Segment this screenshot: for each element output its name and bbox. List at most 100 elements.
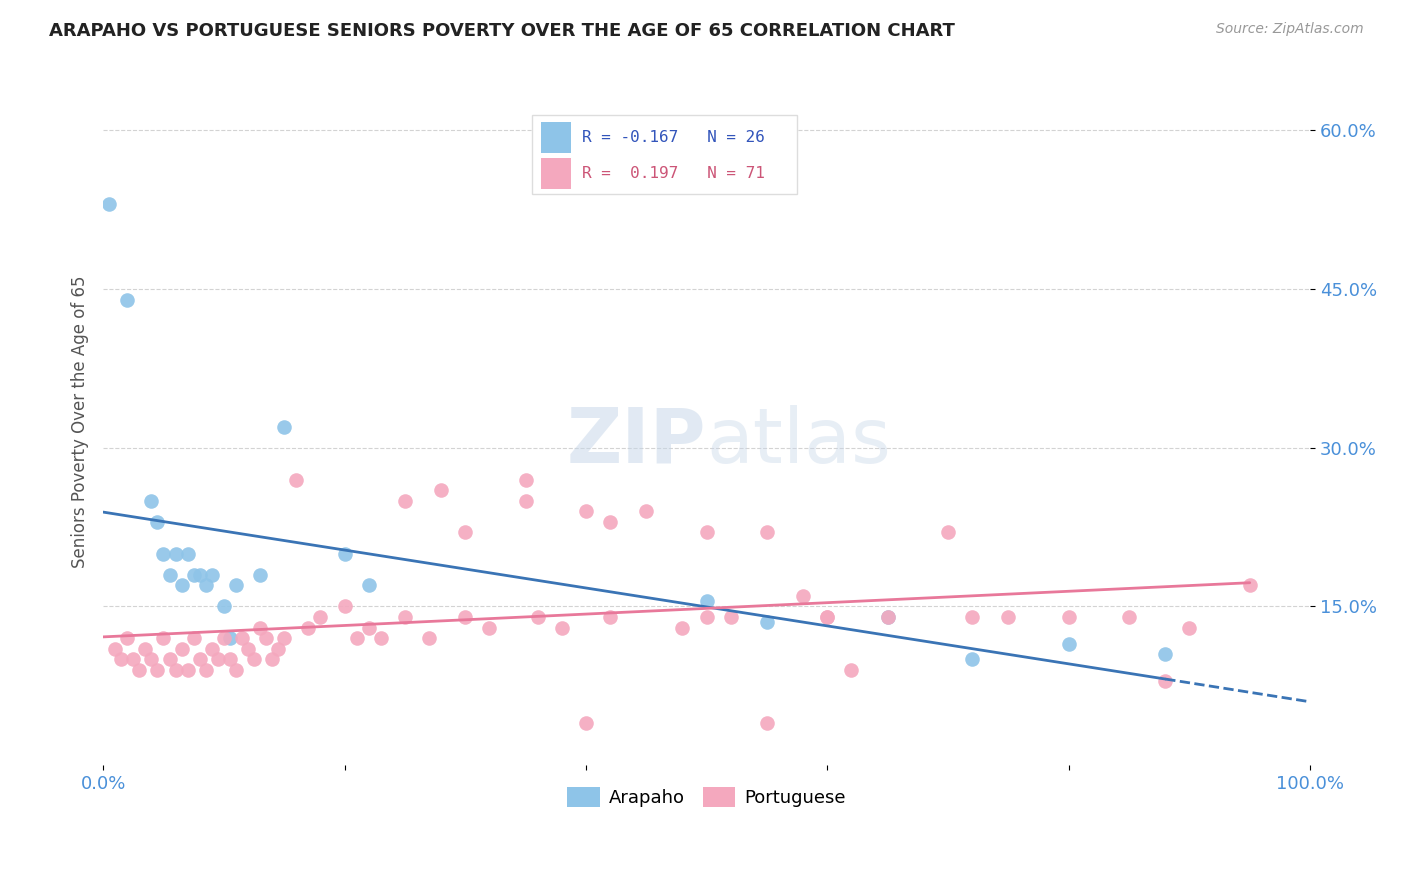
Point (454, 525, 477, 540)
Point (696, 594, 718, 608)
Point (159, 567, 181, 582)
Point (636, 504, 658, 518)
FancyBboxPatch shape (531, 115, 797, 194)
Text: Source: ZipAtlas.com: Source: ZipAtlas.com (1216, 22, 1364, 37)
Point (141, 652, 163, 666)
Point (212, 632, 235, 646)
Point (1057, 610, 1080, 624)
Point (141, 493, 163, 508)
Point (346, 632, 368, 646)
Point (696, 610, 718, 624)
Point (146, 663, 169, 677)
Point (170, 641, 193, 656)
Point (231, 632, 253, 646)
Text: ARAPAHO VS PORTUGUESE SENIORS POVERTY OVER THE AGE OF 65 CORRELATION CHART: ARAPAHO VS PORTUGUESE SENIORS POVERTY OV… (49, 22, 955, 40)
Point (454, 610, 477, 624)
Point (370, 632, 392, 646)
Point (98, 197, 121, 211)
Point (515, 473, 537, 487)
Point (755, 615, 778, 630)
Point (117, 632, 139, 646)
Point (262, 652, 284, 666)
Point (225, 663, 247, 677)
Point (225, 578, 247, 592)
Text: R = -0.167   N = 26: R = -0.167 N = 26 (582, 130, 765, 145)
Point (249, 621, 271, 635)
Point (876, 610, 898, 624)
Point (936, 525, 959, 540)
Point (176, 663, 198, 677)
Point (1239, 578, 1261, 592)
Point (201, 641, 224, 656)
Point (997, 610, 1019, 624)
Point (478, 621, 501, 635)
Point (165, 547, 187, 561)
Point (285, 473, 308, 487)
Point (815, 610, 838, 624)
Point (249, 567, 271, 582)
Point (960, 652, 983, 666)
Point (755, 525, 778, 540)
Point (243, 652, 266, 666)
Point (357, 578, 380, 592)
Point (671, 621, 693, 635)
Point (1178, 621, 1201, 635)
Point (841, 663, 863, 677)
Point (170, 578, 193, 592)
Legend: Arapaho, Portuguese: Arapaho, Portuguese (560, 780, 853, 814)
Point (183, 567, 205, 582)
Point (128, 663, 150, 677)
Point (575, 504, 598, 518)
Point (876, 610, 898, 624)
Point (152, 547, 174, 561)
FancyBboxPatch shape (541, 158, 571, 189)
Point (117, 293, 139, 307)
Point (165, 663, 187, 677)
Point (418, 632, 440, 646)
Point (218, 652, 240, 666)
Text: ZIP: ZIP (567, 405, 707, 479)
Point (815, 610, 838, 624)
Point (194, 663, 217, 677)
Point (792, 589, 814, 603)
Point (183, 632, 205, 646)
Point (357, 621, 380, 635)
Point (1057, 636, 1080, 650)
Point (309, 610, 332, 624)
Point (104, 641, 127, 656)
Text: atlas: atlas (707, 405, 891, 479)
FancyBboxPatch shape (541, 122, 571, 153)
Point (188, 567, 211, 582)
Point (212, 599, 235, 614)
Point (218, 632, 240, 646)
Y-axis label: Seniors Poverty Over the Age of 65: Seniors Poverty Over the Age of 65 (72, 275, 89, 567)
Point (333, 599, 356, 614)
Point (146, 515, 169, 529)
Point (134, 641, 156, 656)
Point (526, 610, 548, 624)
Point (696, 525, 718, 540)
Point (755, 715, 778, 730)
Point (273, 632, 295, 646)
Point (159, 652, 181, 666)
Point (960, 610, 983, 624)
Point (515, 493, 537, 508)
Point (394, 610, 416, 624)
Point (122, 652, 145, 666)
Point (333, 547, 356, 561)
Point (152, 632, 174, 646)
Point (430, 483, 453, 497)
Point (599, 610, 621, 624)
Point (194, 578, 217, 592)
Point (176, 547, 198, 561)
Point (110, 652, 132, 666)
Point (394, 493, 416, 508)
Point (599, 515, 621, 529)
Point (207, 652, 229, 666)
Point (236, 641, 259, 656)
Point (1154, 647, 1177, 661)
Text: R =  0.197   N = 71: R = 0.197 N = 71 (582, 166, 765, 181)
Point (201, 567, 224, 582)
Point (551, 621, 574, 635)
Point (273, 419, 295, 434)
